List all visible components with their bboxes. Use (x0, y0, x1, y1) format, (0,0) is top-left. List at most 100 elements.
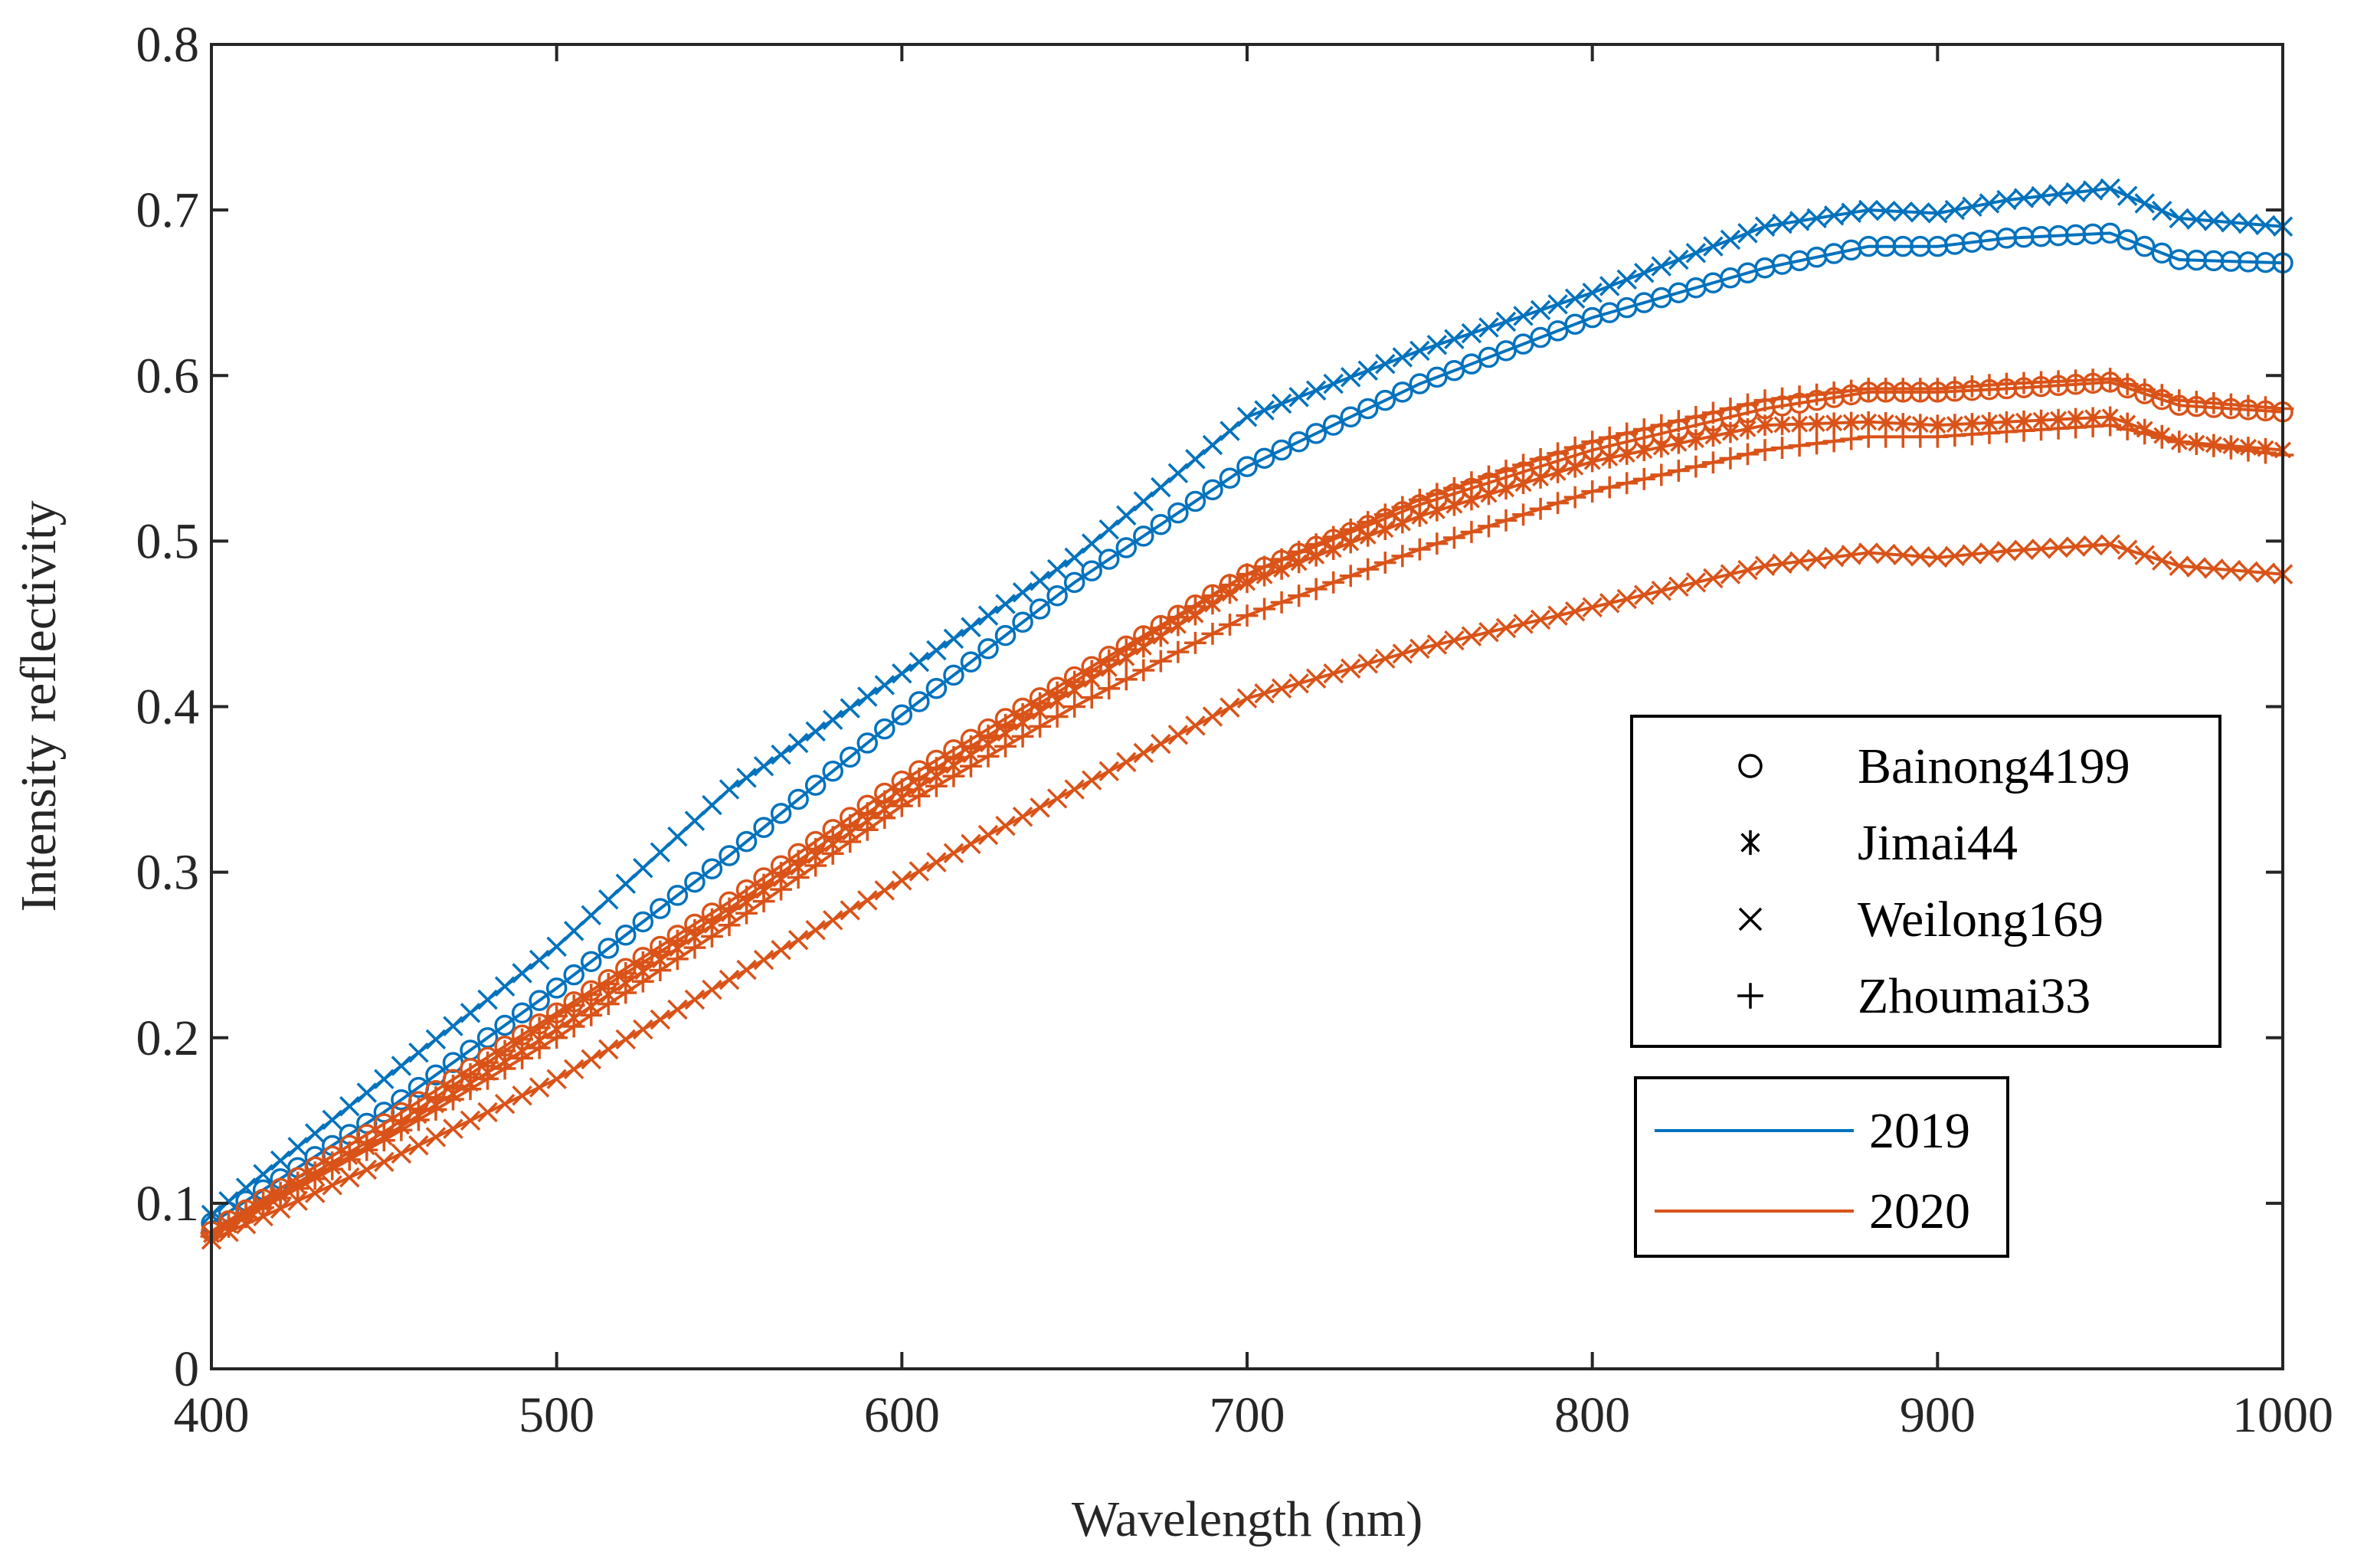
data-point (2117, 539, 2138, 560)
data-point (925, 774, 948, 797)
data-point (2255, 214, 2276, 236)
data-point (1583, 450, 1601, 473)
data-point (2220, 393, 2242, 416)
data-point (1599, 593, 1620, 614)
data-point (338, 1148, 361, 1171)
data-point (614, 981, 637, 1004)
data-point (1357, 360, 1378, 381)
data-point (2100, 178, 2120, 199)
data-point (805, 721, 826, 742)
data-point (1944, 199, 1966, 221)
data-point (615, 925, 637, 946)
data-point (1426, 335, 1448, 355)
data-point (1703, 236, 1724, 257)
data-point (1116, 505, 1137, 526)
data-point (926, 852, 947, 872)
data-point (1270, 591, 1293, 614)
data-point (1478, 515, 1500, 538)
data-point (821, 843, 844, 865)
data-point (666, 948, 689, 971)
data-point (322, 1109, 342, 1131)
data-point (1462, 489, 1480, 511)
data-point (1721, 421, 1739, 444)
legend-marker-circle (1738, 754, 1763, 778)
legend-label: Weilong169 (1858, 892, 2104, 948)
data-point (822, 709, 843, 731)
series-layer (200, 178, 2294, 1250)
data-point (719, 779, 740, 800)
data-point (1910, 202, 1931, 223)
y-axis-title: Intensity reflectivity (11, 501, 67, 912)
data-point (909, 861, 930, 882)
data-point (771, 744, 791, 765)
data-point (1601, 447, 1619, 469)
data-point (822, 910, 843, 931)
data-point (822, 761, 843, 782)
data-point (1806, 383, 1828, 406)
data-point (1046, 705, 1069, 728)
data-point (2031, 538, 2051, 559)
data-point (1532, 467, 1550, 489)
data-point (1684, 405, 1707, 428)
data-point (253, 1164, 273, 1185)
data-point (1409, 638, 1430, 660)
data-point (356, 1082, 378, 1103)
data-point (874, 675, 895, 696)
data-point (1840, 379, 1863, 402)
data-point (424, 1098, 447, 1121)
data-point (1772, 553, 1793, 574)
data-point (1806, 548, 1827, 570)
data-point (1408, 538, 1431, 561)
data-point (1634, 584, 1655, 605)
data-point (1340, 406, 1361, 428)
data-point (408, 1134, 429, 1156)
data-point (684, 810, 706, 831)
data-point (649, 959, 672, 981)
data-point (684, 871, 706, 893)
data-point (459, 1078, 482, 1101)
data-point (1567, 456, 1584, 478)
data-point (1651, 256, 1672, 277)
data-point (840, 900, 860, 921)
data-point (287, 1190, 308, 1211)
data-point (1185, 449, 1206, 470)
data-point (1064, 779, 1085, 800)
data-point (1305, 668, 1327, 689)
data-point (1133, 491, 1154, 512)
data-point (2048, 184, 2069, 205)
data-point (374, 1151, 395, 1173)
data-point (1806, 208, 1827, 229)
data-point (304, 1123, 326, 1144)
data-point (1305, 380, 1327, 401)
x-tick-label: 600 (864, 1387, 940, 1443)
variety-legend: Bainong4199 Jimai44 Weilong169 Zhoumai33 (1630, 715, 2221, 1048)
data-point (1979, 542, 2000, 563)
data-point (942, 764, 965, 787)
data-point (1547, 492, 1569, 515)
data-point (1719, 447, 1742, 470)
data-point (2185, 391, 2208, 413)
data-point (2048, 537, 2069, 558)
data-point (270, 1150, 291, 1171)
data-point (1377, 519, 1394, 541)
data-point (1756, 414, 1774, 436)
data-point (562, 1015, 585, 1038)
data-point (1219, 614, 1241, 636)
data-point (460, 1110, 481, 1131)
data-point (408, 1042, 429, 1063)
data-point (960, 755, 982, 777)
data-point (1495, 617, 1517, 639)
data-point (1080, 686, 1103, 709)
data-point (1256, 565, 1273, 587)
y-tick-label: 0.8 (136, 17, 200, 73)
data-point (1788, 385, 1811, 408)
data-point (287, 1137, 308, 1157)
x-tick-label: 500 (519, 1387, 594, 1443)
data-point (1513, 614, 1534, 634)
data-point (804, 854, 827, 877)
data-point (1616, 588, 1637, 610)
data-point (1652, 436, 1670, 458)
data-point (1687, 429, 1704, 450)
data-point (615, 873, 637, 894)
data-point (1618, 444, 1635, 465)
